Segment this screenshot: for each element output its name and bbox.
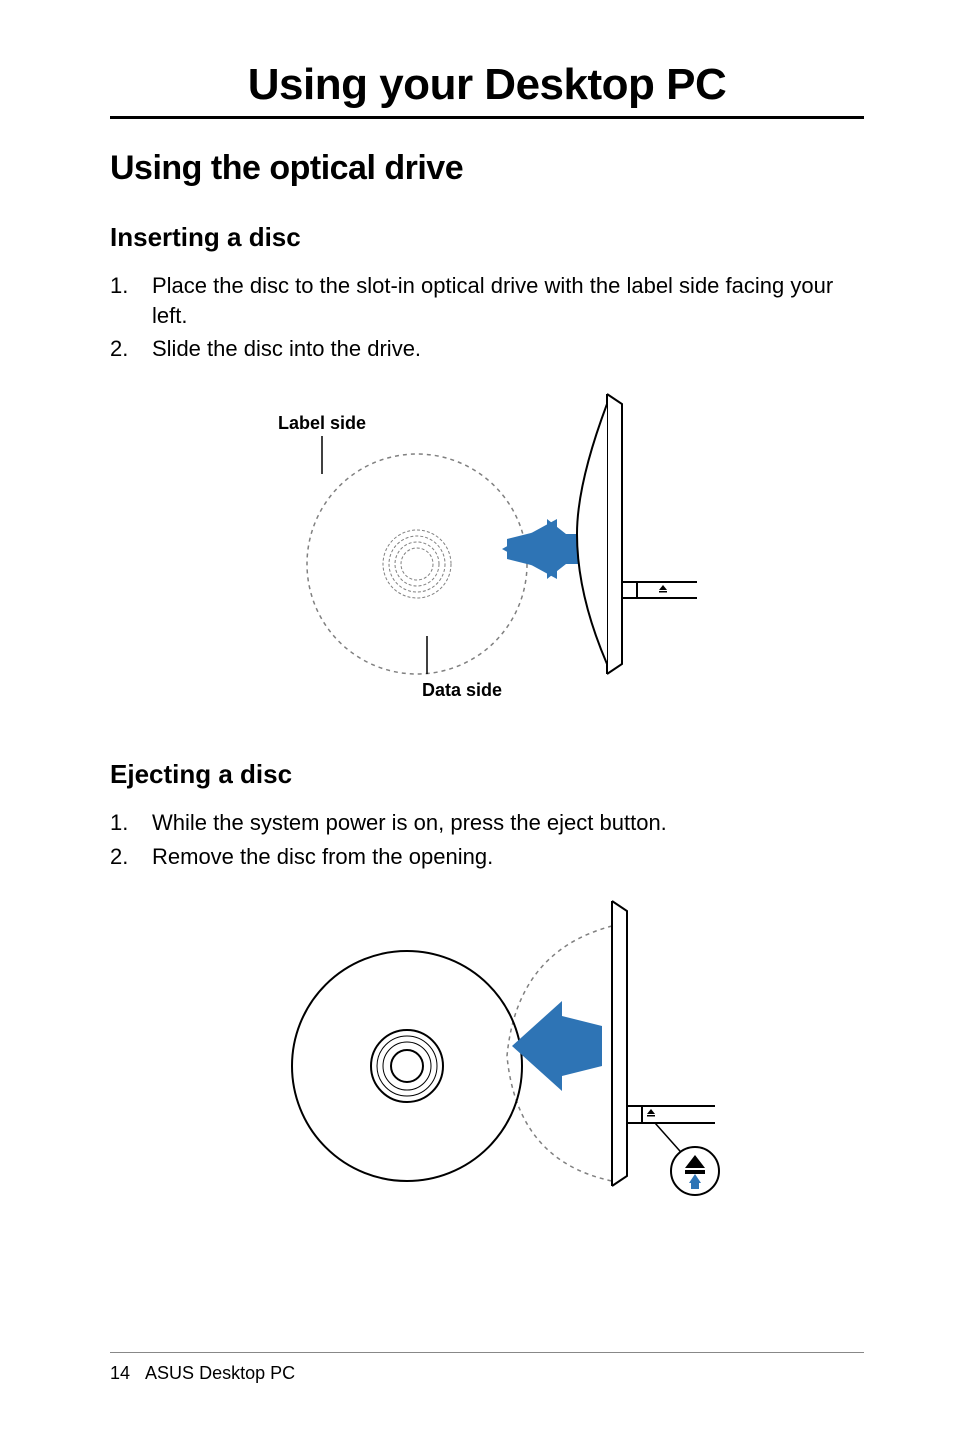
step-number: 2.: [110, 334, 152, 364]
drive-slot: [612, 901, 715, 1186]
list-item: 2. Slide the disc into the drive.: [110, 334, 864, 364]
page-number: 14: [110, 1363, 130, 1383]
eject-callout: [671, 1147, 719, 1195]
dashed-disc: [307, 454, 527, 674]
list-item: 1. While the system power is on, press t…: [110, 808, 864, 838]
product-name: ASUS Desktop PC: [145, 1363, 295, 1383]
step-number: 1.: [110, 271, 152, 330]
insert-diagram: Label side Data side: [227, 374, 747, 714]
eject-figure: [110, 881, 864, 1216]
data-side-text: Data side: [422, 680, 502, 700]
drive-slot: [577, 394, 697, 674]
eject-steps: 1. While the system power is on, press t…: [110, 808, 864, 871]
page-content: Using your Desktop PC Using the optical …: [0, 0, 954, 1296]
footer-text: 14 ASUS Desktop PC: [110, 1363, 864, 1384]
solid-disc: [292, 951, 522, 1181]
chapter-title: Using your Desktop PC: [110, 60, 864, 110]
insert-heading: Inserting a disc: [110, 222, 864, 253]
step-number: 1.: [110, 808, 152, 838]
step-text: While the system power is on, press the …: [152, 808, 667, 838]
arrow-left-icon: [512, 1001, 602, 1091]
chapter-rule: [110, 116, 864, 119]
footer-rule: [110, 1352, 864, 1353]
step-text: Place the disc to the slot-in optical dr…: [152, 271, 864, 330]
eject-diagram: [217, 881, 757, 1211]
list-item: 1. Place the disc to the slot-in optical…: [110, 271, 864, 330]
list-item: 2. Remove the disc from the opening.: [110, 842, 864, 872]
step-text: Slide the disc into the drive.: [152, 334, 421, 364]
step-text: Remove the disc from the opening.: [152, 842, 493, 872]
step-number: 2.: [110, 842, 152, 872]
label-side-text: Label side: [278, 413, 366, 433]
insert-steps: 1. Place the disc to the slot-in optical…: [110, 271, 864, 364]
section-title: Using the optical drive: [110, 149, 864, 188]
eject-heading: Ejecting a disc: [110, 759, 864, 790]
page-footer: 14 ASUS Desktop PC: [110, 1352, 864, 1384]
insert-figure: Label side Data side: [110, 374, 864, 719]
